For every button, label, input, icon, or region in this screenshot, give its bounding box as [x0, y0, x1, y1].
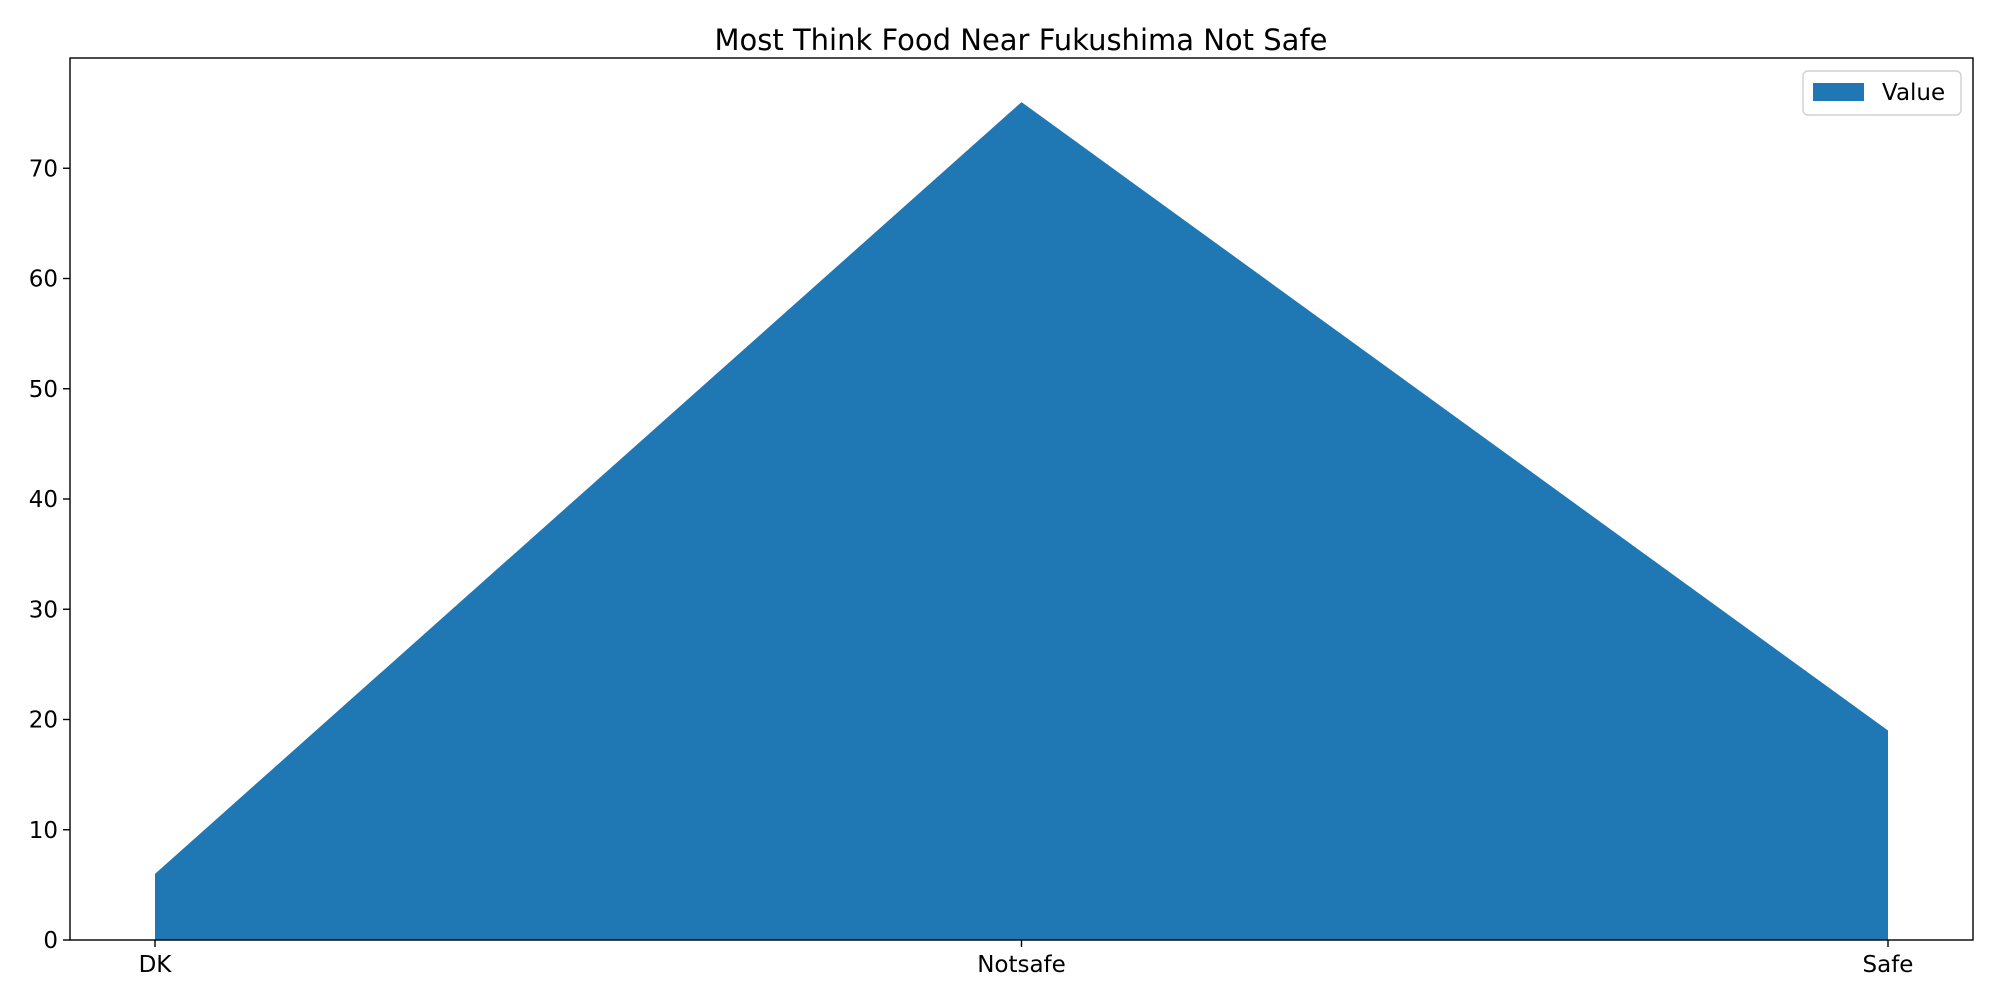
plot-area	[155, 102, 1888, 941]
legend-label-value: Value	[1882, 80, 1945, 106]
x-tick-label-safe: Safe	[1863, 952, 1914, 978]
legend-swatch-value	[1813, 83, 1864, 101]
area-series-value	[155, 102, 1888, 941]
y-tick-label-60: 60	[29, 267, 58, 293]
y-tick-label-20: 20	[29, 708, 58, 734]
chart-title: Most Think Food Near Fukushima Not Safe	[714, 23, 1327, 57]
y-tick-label-10: 10	[29, 818, 58, 844]
legend-box	[1802, 70, 1962, 116]
x-tick-label-notsafe: Notsafe	[977, 952, 1066, 978]
legend: Value	[1802, 70, 1962, 116]
y-tick-label-0: 0	[43, 928, 58, 954]
y-tick-label-40: 40	[29, 487, 58, 513]
axes: 0 10 20 30 40 50 60 70 DK Notsafe Safe	[29, 57, 1974, 978]
x-tick-label-dk: DK	[139, 952, 173, 978]
y-tick-label-30: 30	[29, 597, 58, 623]
y-tick-label-70: 70	[29, 156, 58, 182]
y-tick-label-50: 50	[29, 377, 58, 403]
